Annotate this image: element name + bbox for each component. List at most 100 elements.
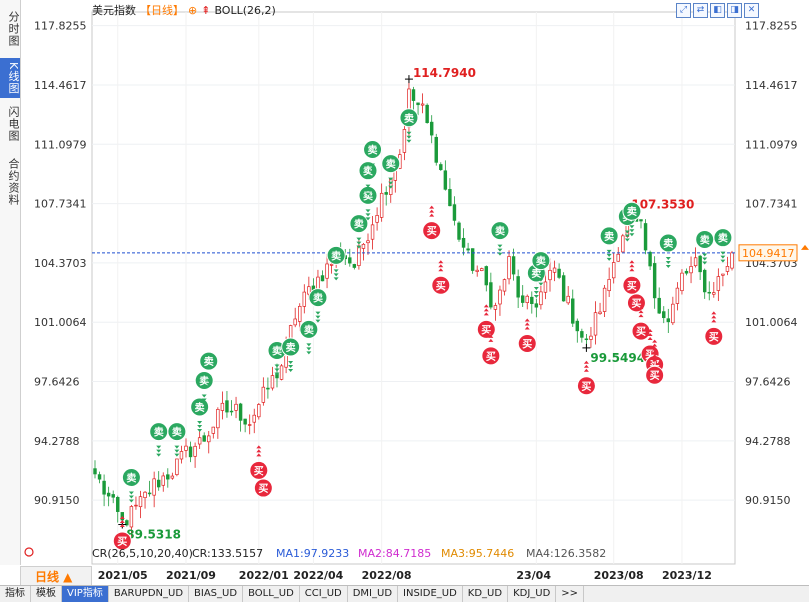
candle-body[interactable] xyxy=(138,496,143,508)
buy-signal-icon[interactable] xyxy=(112,531,132,551)
buy-signal-icon[interactable] xyxy=(576,376,596,396)
candle-body[interactable] xyxy=(493,305,498,310)
expand-icon[interactable]: ⤢ xyxy=(676,3,691,18)
candle-body[interactable] xyxy=(125,520,129,526)
candle-body[interactable] xyxy=(680,272,684,292)
candle-body[interactable] xyxy=(238,403,243,421)
candle-body[interactable] xyxy=(730,252,734,269)
candle-body[interactable] xyxy=(616,253,620,262)
candle-body[interactable] xyxy=(357,245,361,266)
candle-body[interactable] xyxy=(348,257,352,264)
candle-body[interactable] xyxy=(671,303,675,324)
candle-body[interactable] xyxy=(602,287,607,312)
candle-body[interactable] xyxy=(102,480,106,495)
bottom-tab-4[interactable]: BIAS_UD xyxy=(189,586,244,602)
candle-body[interactable] xyxy=(207,435,211,443)
sell-signal-icon[interactable] xyxy=(399,108,419,128)
candle-body[interactable] xyxy=(598,311,602,314)
sell-signal-icon[interactable] xyxy=(622,201,642,221)
candle-body[interactable] xyxy=(525,295,529,303)
sell-signal-icon[interactable] xyxy=(381,154,401,174)
candle-body[interactable] xyxy=(302,291,307,307)
candle-body[interactable] xyxy=(97,474,102,480)
bottom-tab-8[interactable]: INSIDE_UD xyxy=(398,586,463,602)
sell-signal-icon[interactable] xyxy=(599,226,619,246)
candle-body[interactable] xyxy=(593,312,598,336)
candle-body[interactable] xyxy=(156,479,161,488)
candle-body[interactable] xyxy=(279,365,284,380)
indicator-settings-icon[interactable] xyxy=(24,547,34,557)
bottom-tab-2[interactable]: VIP指标 xyxy=(62,586,109,602)
candle-body[interactable] xyxy=(429,121,434,136)
sell-signal-icon[interactable] xyxy=(531,251,551,271)
candle-body[interactable] xyxy=(270,375,275,389)
candle-body[interactable] xyxy=(161,475,165,486)
sell-signal-icon[interactable] xyxy=(713,228,733,248)
candle-body[interactable] xyxy=(134,504,138,507)
candle-body[interactable] xyxy=(589,335,593,340)
bottom-tab-5[interactable]: BOLL_UD xyxy=(243,586,300,602)
close-icon[interactable]: ✕ xyxy=(744,3,759,18)
bottom-tab-7[interactable]: DMI_UD xyxy=(348,586,399,602)
candle-body[interactable] xyxy=(184,445,188,451)
candle-body[interactable] xyxy=(534,303,539,308)
candle-body[interactable] xyxy=(375,215,379,223)
candle-body[interactable] xyxy=(307,286,311,295)
indicator-name[interactable]: BOLL(26,2) xyxy=(214,3,276,17)
period-selector-label[interactable]: 日线 ▲ xyxy=(35,570,73,584)
sell-signal-icon[interactable] xyxy=(490,221,510,241)
candle-body[interactable] xyxy=(716,276,721,291)
left-tab-3[interactable]: 合约资料 xyxy=(7,158,20,206)
candle-body[interactable] xyxy=(384,192,388,195)
candle-body[interactable] xyxy=(466,248,470,251)
candle-body[interactable] xyxy=(584,338,589,341)
candle-body[interactable] xyxy=(179,451,184,460)
candle-body[interactable] xyxy=(707,291,711,294)
candle-body[interactable] xyxy=(461,237,466,248)
candle-body[interactable] xyxy=(166,474,170,480)
candle-body[interactable] xyxy=(252,414,256,423)
buy-signal-icon[interactable] xyxy=(253,478,273,498)
candle-body[interactable] xyxy=(116,497,120,512)
candle-body[interactable] xyxy=(675,287,680,304)
sell-signal-icon[interactable] xyxy=(363,140,383,160)
candle-body[interactable] xyxy=(457,222,461,240)
candle-body[interactable] xyxy=(329,263,334,266)
candle-body[interactable] xyxy=(539,291,543,306)
candle-body[interactable] xyxy=(484,266,489,286)
period-add-icon[interactable]: ⊕ xyxy=(188,3,198,17)
candle-body[interactable] xyxy=(607,279,611,292)
sell-signal-icon[interactable] xyxy=(190,397,210,417)
candle-body[interactable] xyxy=(402,129,407,153)
candle-body[interactable] xyxy=(443,170,448,190)
candle-body[interactable] xyxy=(721,273,725,276)
candle-body[interactable] xyxy=(498,289,502,305)
bottom-tab-11[interactable]: >> xyxy=(556,586,585,602)
candle-body[interactable] xyxy=(648,251,652,267)
left-tab-2[interactable]: 闪电图 xyxy=(7,106,20,142)
candle-body[interactable] xyxy=(489,282,493,308)
candle-body[interactable] xyxy=(666,318,671,323)
candle-body[interactable] xyxy=(416,102,420,106)
sell-signal-icon[interactable] xyxy=(349,214,369,234)
candle-body[interactable] xyxy=(657,297,661,314)
buy-signal-icon[interactable] xyxy=(481,346,501,366)
candle-body[interactable] xyxy=(106,492,111,497)
candle-body[interactable] xyxy=(425,104,429,123)
buy-signal-icon[interactable] xyxy=(476,319,496,339)
sell-signal-icon[interactable] xyxy=(167,422,187,442)
candle-body[interactable] xyxy=(520,295,525,303)
candle-body[interactable] xyxy=(684,270,689,274)
candle-body[interactable] xyxy=(448,189,452,207)
candle-body[interactable] xyxy=(175,458,179,475)
split-right-icon[interactable]: ◨ xyxy=(727,3,742,18)
swap-icon[interactable]: ⇄ xyxy=(693,3,708,18)
sell-signal-icon[interactable] xyxy=(326,245,346,265)
left-tab-0[interactable]: 分时图 xyxy=(7,11,20,47)
indicator-arrow-icon[interactable]: ⇞ xyxy=(201,3,211,17)
period-label[interactable]: 【日线】 xyxy=(140,4,184,17)
candle-body[interactable] xyxy=(530,296,534,304)
buy-signal-icon[interactable] xyxy=(645,365,665,385)
candle-body[interactable] xyxy=(320,275,325,282)
